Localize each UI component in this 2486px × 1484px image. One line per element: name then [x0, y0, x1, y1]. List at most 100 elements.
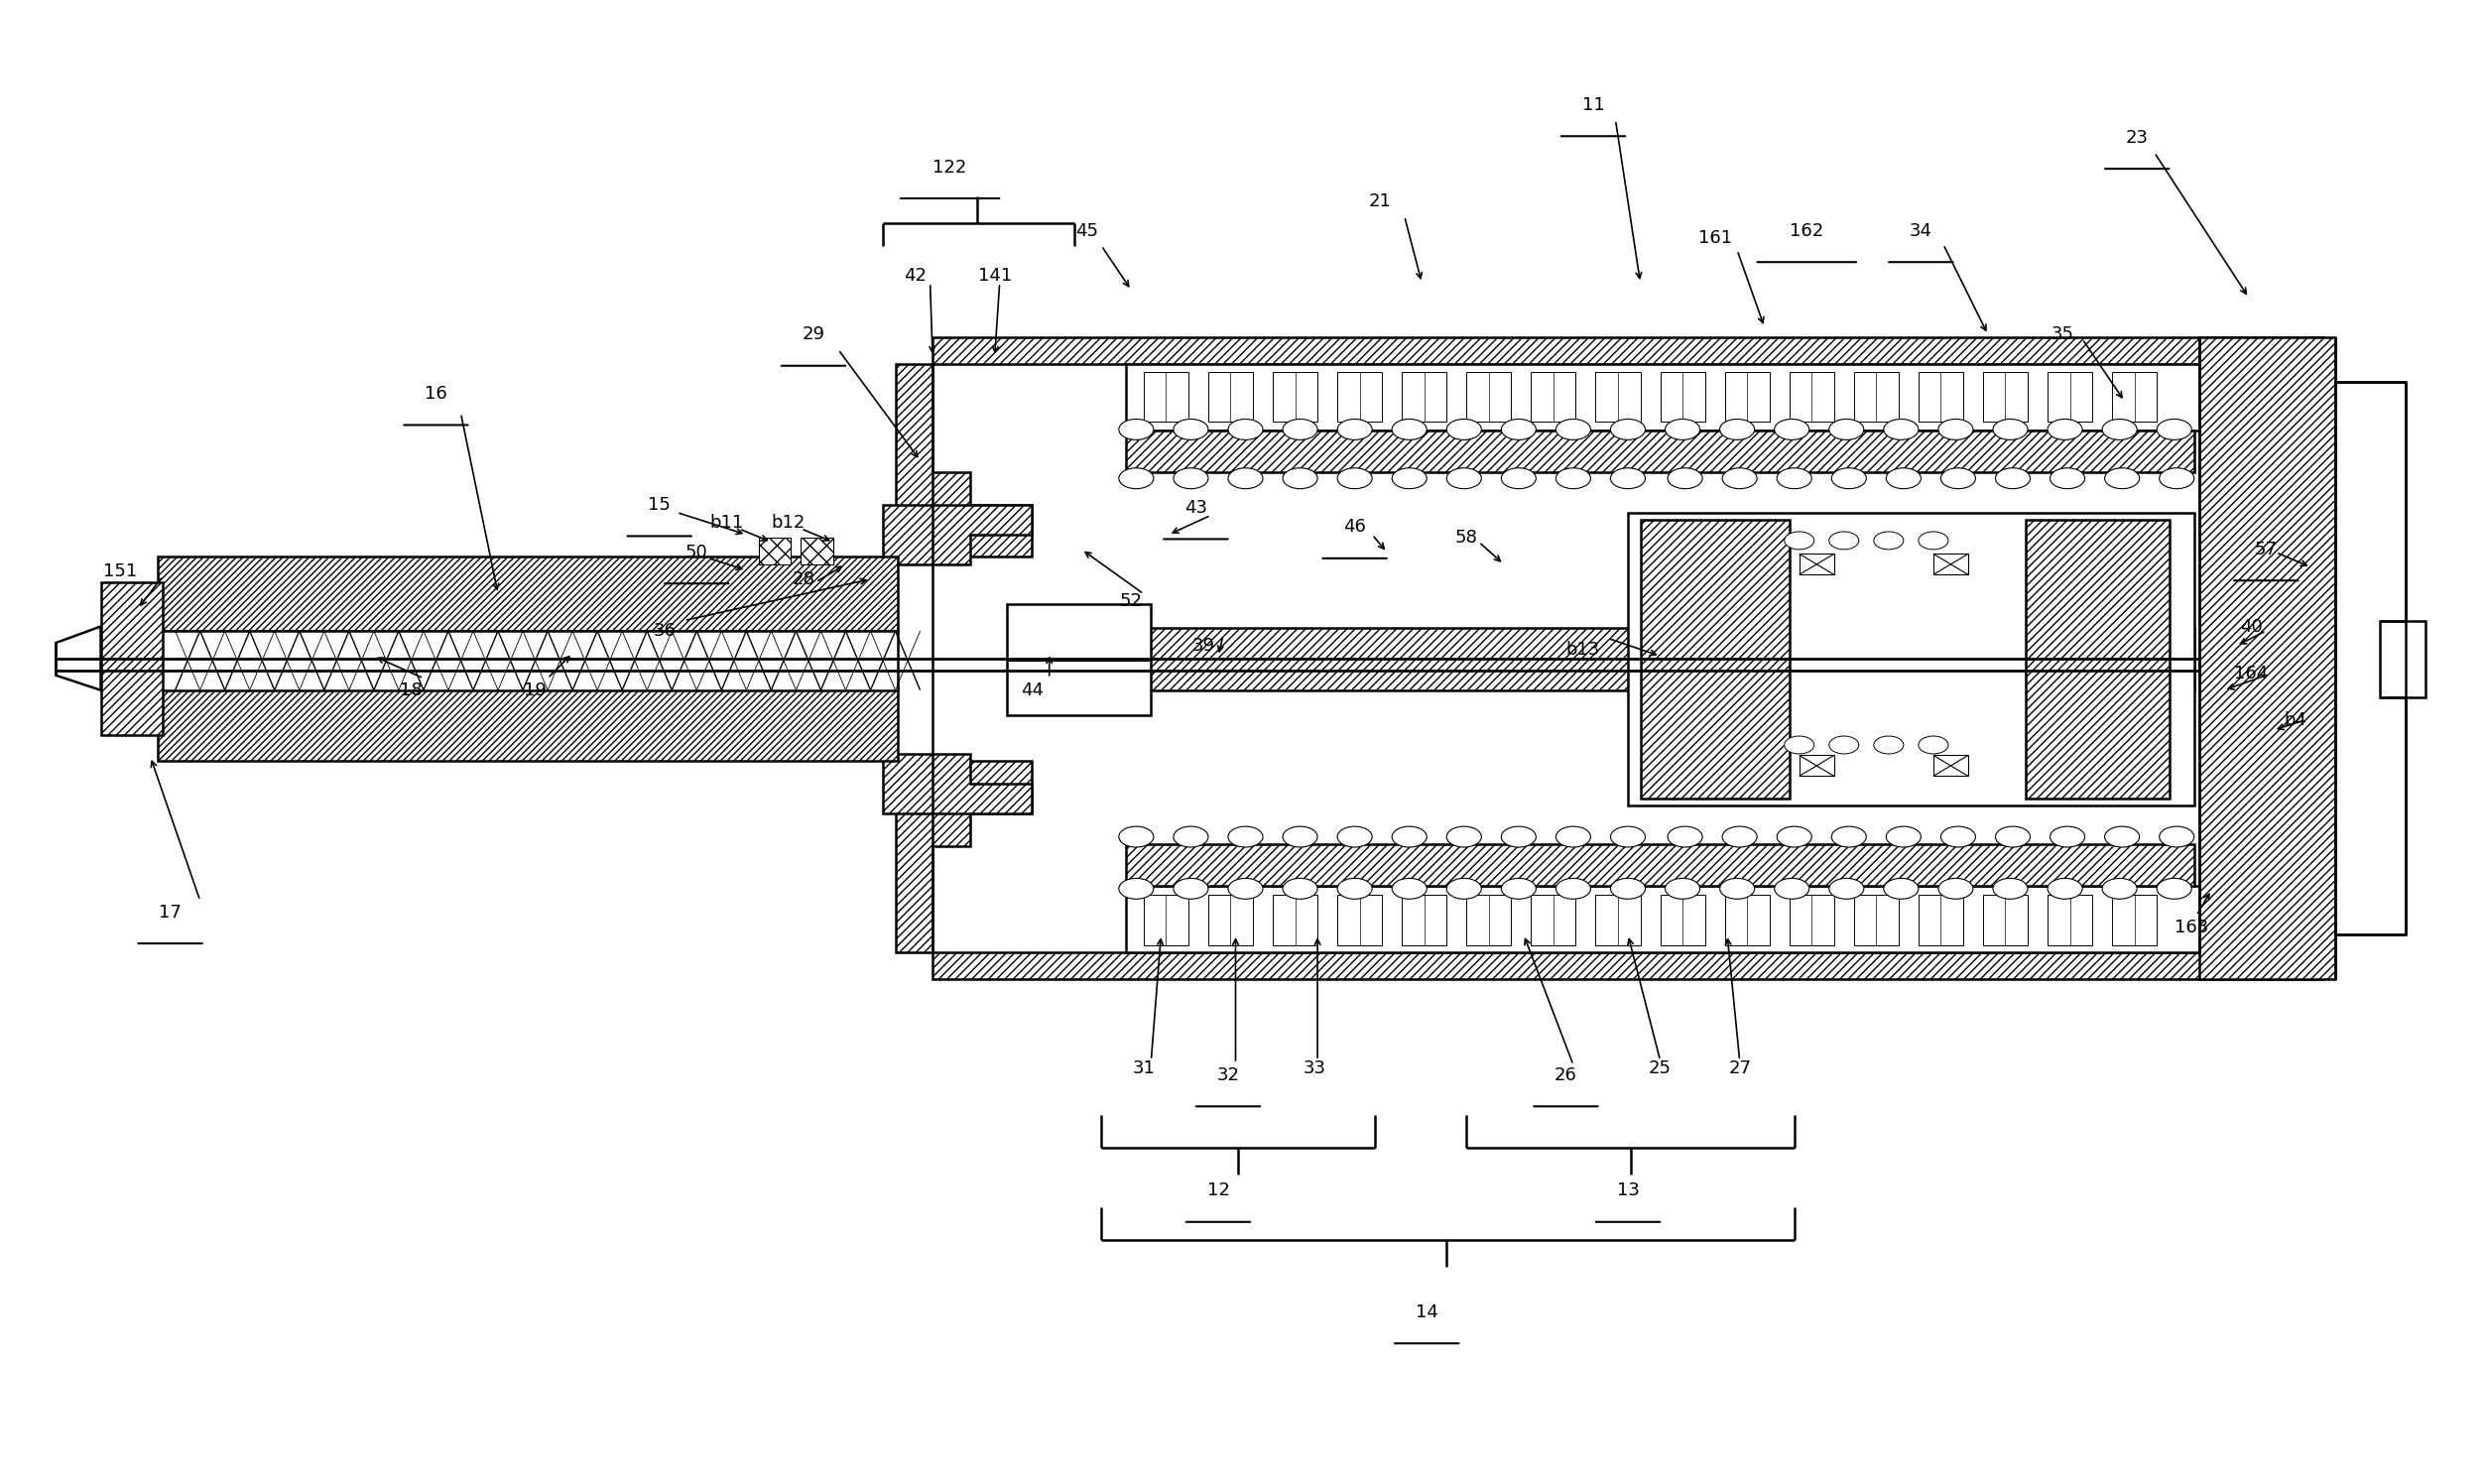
Circle shape	[1392, 418, 1427, 439]
Text: 15: 15	[649, 496, 671, 513]
Circle shape	[2051, 467, 2086, 488]
Bar	[1984, 371, 2029, 421]
Text: 36: 36	[654, 622, 676, 640]
Bar	[1596, 895, 1641, 945]
Bar	[1661, 371, 1705, 421]
Circle shape	[1832, 467, 1867, 488]
Text: 16: 16	[425, 384, 447, 402]
Text: 14: 14	[1415, 1303, 1437, 1321]
Bar	[1725, 371, 1770, 421]
Circle shape	[1283, 418, 1318, 439]
Circle shape	[1996, 827, 2031, 847]
Polygon shape	[883, 505, 1032, 564]
Text: 25: 25	[1648, 1060, 1671, 1077]
Circle shape	[1777, 467, 1812, 488]
Text: 122: 122	[932, 159, 967, 177]
Text: 141: 141	[977, 267, 1012, 285]
Text: 13: 13	[1616, 1181, 1638, 1199]
Circle shape	[1887, 467, 1922, 488]
Circle shape	[1775, 879, 1810, 899]
Text: b12: b12	[771, 513, 805, 531]
Circle shape	[1723, 467, 1758, 488]
Bar	[1661, 895, 1705, 945]
Bar	[1126, 628, 2195, 690]
Bar	[932, 953, 2324, 979]
Bar	[102, 582, 162, 735]
Bar	[758, 537, 791, 564]
Circle shape	[1775, 418, 1810, 439]
Circle shape	[1611, 879, 1646, 899]
Circle shape	[1996, 467, 2031, 488]
Text: b11: b11	[709, 513, 743, 531]
Circle shape	[1556, 879, 1591, 899]
Circle shape	[2160, 827, 2195, 847]
Circle shape	[1392, 827, 1427, 847]
Circle shape	[1228, 827, 1263, 847]
Circle shape	[2158, 879, 2193, 899]
Circle shape	[1392, 467, 1427, 488]
Text: 162: 162	[1790, 223, 1825, 240]
Text: 50: 50	[686, 543, 709, 561]
Text: 29: 29	[803, 325, 825, 344]
Bar	[1919, 371, 1964, 421]
Circle shape	[1119, 827, 1154, 847]
Circle shape	[1283, 879, 1318, 899]
Bar	[1273, 371, 1318, 421]
Bar	[1337, 371, 1382, 421]
Circle shape	[1337, 827, 1372, 847]
Text: 58: 58	[1454, 528, 1477, 546]
Circle shape	[1611, 827, 1646, 847]
Circle shape	[1283, 467, 1318, 488]
Bar	[1855, 895, 1899, 945]
Circle shape	[1447, 827, 1482, 847]
Text: 34: 34	[1909, 223, 1932, 240]
Bar	[2200, 338, 2337, 979]
Circle shape	[2158, 418, 2193, 439]
Bar	[1855, 371, 1899, 421]
Circle shape	[1939, 879, 1974, 899]
Bar	[1934, 755, 1969, 776]
Circle shape	[1228, 879, 1263, 899]
Circle shape	[1611, 418, 1646, 439]
Circle shape	[1830, 418, 1864, 439]
Bar	[1126, 364, 2200, 430]
Circle shape	[1830, 531, 1860, 549]
Circle shape	[1173, 418, 1208, 439]
Circle shape	[2051, 827, 2086, 847]
Circle shape	[1830, 736, 1860, 754]
Bar	[2048, 371, 2093, 421]
Circle shape	[2106, 467, 2140, 488]
Text: 12: 12	[1206, 1181, 1231, 1199]
Text: 11: 11	[1581, 96, 1603, 114]
Text: 39: 39	[1191, 637, 1216, 654]
Text: 57: 57	[2255, 540, 2277, 558]
Text: 26: 26	[1554, 1067, 1576, 1085]
Circle shape	[1228, 418, 1263, 439]
Bar	[1531, 371, 1576, 421]
Text: b13: b13	[1566, 641, 1601, 659]
Circle shape	[1556, 418, 1591, 439]
Bar	[2048, 895, 2093, 945]
Circle shape	[1874, 531, 1904, 549]
Circle shape	[1173, 467, 1208, 488]
Bar	[1800, 755, 1835, 776]
Text: b4: b4	[2285, 711, 2307, 729]
Text: 40: 40	[2240, 617, 2262, 635]
Circle shape	[1119, 879, 1154, 899]
Text: 19: 19	[525, 681, 547, 699]
Bar	[2113, 895, 2158, 945]
Circle shape	[1884, 418, 1919, 439]
Text: 17: 17	[159, 904, 181, 922]
Text: 35: 35	[2051, 325, 2073, 344]
Circle shape	[2106, 827, 2140, 847]
Bar	[1126, 886, 2200, 953]
Bar	[2113, 371, 2158, 421]
Bar	[1337, 895, 1382, 945]
Circle shape	[1502, 467, 1536, 488]
Bar	[1628, 512, 2195, 806]
Bar	[800, 537, 833, 564]
Circle shape	[1720, 879, 1755, 899]
Circle shape	[2048, 879, 2083, 899]
Circle shape	[1228, 467, 1263, 488]
Text: 43: 43	[1183, 499, 1208, 516]
